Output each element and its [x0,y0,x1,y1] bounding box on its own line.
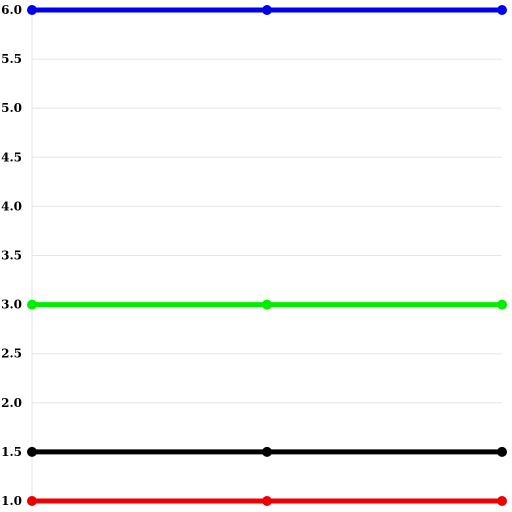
y-tick-label: 5.5 [1,52,22,66]
data-point [27,446,37,457]
y-tick-label: 5.0 [1,101,22,115]
data-point [262,299,272,310]
data-point [262,496,272,506]
y-tick-label: 2.5 [1,347,22,361]
data-point [27,5,37,15]
data-point [27,299,37,310]
data-point [497,5,507,15]
series-1 [27,5,507,15]
series-3 [27,446,507,457]
grid-layer [32,9,502,502]
y-tick-label: 3.0 [1,298,22,312]
y-tick-labels: 1.0 1.5 2.0 2.5 3.0 3.5 4.0 4.5 5.0 5.5 6.0 [1,3,22,508]
y-tick-label: 2.0 [1,396,22,410]
y-tick-label: 6.0 [1,3,22,17]
data-point [27,496,37,506]
series-2 [27,299,507,310]
series-layer [27,5,507,506]
data-point [497,496,507,506]
series-4 [27,496,507,506]
y-tick-label: 4.0 [1,199,22,213]
data-point [262,446,272,457]
y-tick-label: 4.5 [1,150,22,164]
data-point [262,5,272,15]
y-tick-label: 1.5 [1,445,22,459]
y-tick-label: 1.0 [1,494,22,508]
data-point [497,299,507,310]
y-tick-label: 3.5 [1,249,22,263]
data-point [497,446,507,457]
